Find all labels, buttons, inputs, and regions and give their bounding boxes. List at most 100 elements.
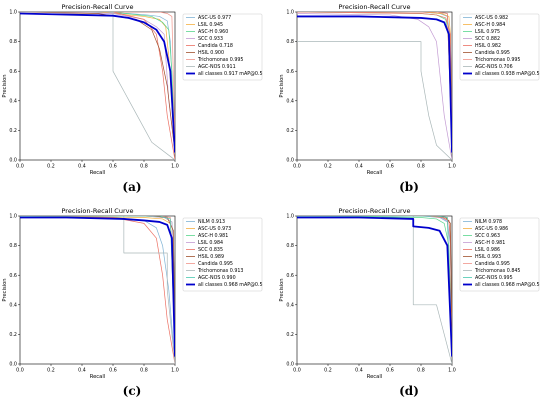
pr-curve-6 bbox=[20, 216, 175, 350]
figure-c: Precision-Recall Curve 0.0 0.2 0.4 0.6 0.8 1.0… bbox=[0, 204, 273, 384]
caption-a: (a) bbox=[122, 180, 142, 194]
pr-curve-0 bbox=[20, 12, 175, 153]
legend-entry: LSIL 0.975 bbox=[475, 29, 500, 35]
x-tick-label: 1.0 bbox=[448, 164, 456, 170]
pr-curve-8 bbox=[297, 216, 452, 350]
plot-frame bbox=[296, 215, 453, 365]
legend-entry: ASC-US 0.977 bbox=[198, 15, 231, 21]
pr-curve-2 bbox=[297, 216, 452, 357]
x-tick-label: 0.4 bbox=[355, 368, 363, 374]
pr-curve-5 bbox=[20, 216, 175, 357]
legend-entry: LSIL 0.945 bbox=[198, 22, 223, 28]
pr-chart: Precision-Recall Curve 0.0 0.2 0.4 0.6 0.8 1.0… bbox=[2, 3, 263, 176]
legend-entry: LSIL 0.986 bbox=[475, 247, 500, 253]
pr-chart: Precision-Recall Curve 0.0 0.2 0.4 0.6 0.8 1.0… bbox=[2, 207, 263, 380]
legend-entry: all classes 0.917 mAP@0.5 bbox=[198, 71, 263, 77]
y-tick-label: 0.6 bbox=[9, 273, 17, 279]
legend-entry: AGC-NOS 0.995 bbox=[475, 275, 513, 281]
caption-b: (b) bbox=[399, 180, 419, 194]
x-tick-label: 0.8 bbox=[417, 368, 425, 374]
y-tick-label: 1.0 bbox=[9, 10, 17, 16]
legend-entry: ASC-US 0.982 bbox=[475, 15, 508, 21]
legend-entry: all classes 0.968 mAP@0.5 bbox=[475, 282, 540, 288]
pr-curve-9 bbox=[297, 216, 452, 357]
pr-curve-7 bbox=[20, 12, 175, 160]
y-axis-label: Precision bbox=[279, 74, 285, 97]
pr-chart: Precision-Recall Curve 0.0 0.2 0.4 0.6 0.8 1.0… bbox=[279, 3, 540, 176]
y-tick-label: 0.0 bbox=[286, 158, 294, 164]
chart-title: Precision-Recall Curve bbox=[339, 207, 411, 215]
pr-curve-9 bbox=[20, 216, 175, 357]
pr-curve-6 bbox=[297, 12, 452, 146]
legend-entry: HSIL 0.989 bbox=[198, 254, 224, 260]
legend-entry: Trichomonas 0.845 bbox=[474, 268, 521, 274]
y-tick-label: 1.0 bbox=[9, 214, 17, 220]
x-tick-label: 0.6 bbox=[109, 368, 117, 374]
x-tick-label: 0.6 bbox=[109, 164, 117, 170]
y-tick-label: 0.8 bbox=[9, 243, 17, 249]
pr-curve-0 bbox=[297, 12, 452, 153]
pr-curve-0 bbox=[20, 216, 175, 364]
y-tick-label: 0.2 bbox=[286, 332, 294, 338]
pr-curve-3 bbox=[20, 216, 175, 357]
caption-c: (c) bbox=[122, 384, 142, 398]
legend bbox=[182, 217, 263, 292]
plot-frame bbox=[19, 215, 176, 365]
pr-curve-6 bbox=[20, 12, 175, 146]
legend-entry: SCC 0.963 bbox=[475, 233, 500, 239]
legend-entry: Candida 0.995 bbox=[475, 261, 510, 267]
legend-entry: ASC-US 0.973 bbox=[198, 226, 231, 232]
legend-entry: AGC-NOS 0.706 bbox=[475, 64, 513, 70]
legend-entry: SCC 0.835 bbox=[198, 247, 223, 253]
legend-entry: ASC-US 0.986 bbox=[475, 226, 508, 232]
x-tick-label: 0.6 bbox=[386, 368, 394, 374]
legend-entry: HSIL 0.982 bbox=[475, 43, 501, 49]
pr-curve-4 bbox=[297, 12, 452, 153]
pr-curve-5 bbox=[297, 12, 452, 146]
legend-entry: Trichomonas 0.995 bbox=[474, 57, 521, 63]
x-tick-label: 0.4 bbox=[78, 164, 86, 170]
pr-curve-5 bbox=[297, 216, 452, 357]
x-tick-label: 0.6 bbox=[386, 164, 394, 170]
y-tick-label: 1.0 bbox=[286, 10, 294, 16]
pr-curve-1 bbox=[297, 216, 452, 357]
legend-entry: Candida 0.718 bbox=[198, 43, 233, 49]
chart-title: Precision-Recall Curve bbox=[62, 207, 134, 215]
y-axis-label: Precision bbox=[2, 74, 8, 97]
pr-curve-1 bbox=[20, 12, 175, 153]
legend-entry: NILM 0.913 bbox=[198, 219, 225, 225]
y-tick-label: 0.4 bbox=[9, 302, 17, 308]
legend-entry: ASC-H 0.984 bbox=[475, 22, 505, 28]
y-axis-label: Precision bbox=[2, 278, 8, 301]
y-tick-label: 0.0 bbox=[286, 362, 294, 368]
x-tick-label: 0.8 bbox=[417, 164, 425, 170]
y-tick-label: 0.6 bbox=[286, 273, 294, 279]
x-tick-label: 0.0 bbox=[16, 368, 24, 374]
pr-curve-3 bbox=[297, 13, 452, 160]
pr-chart: Precision-Recall Curve 0.0 0.2 0.4 0.6 0.8 1.0… bbox=[279, 207, 540, 380]
legend-entry: AGC-NOS 0.911 bbox=[198, 64, 236, 70]
y-tick-label: 0.4 bbox=[286, 302, 294, 308]
pr-curve-0 bbox=[297, 216, 452, 357]
plot-frame bbox=[296, 11, 453, 161]
y-tick-label: 0.0 bbox=[9, 362, 17, 368]
x-axis-label: Recall bbox=[367, 374, 382, 380]
x-tick-label: 0.4 bbox=[355, 164, 363, 170]
legend-entry: ASC-H 0.981 bbox=[475, 240, 505, 246]
x-tick-label: 0.2 bbox=[324, 164, 332, 170]
y-tick-label: 0.0 bbox=[9, 158, 17, 164]
x-tick-label: 0.2 bbox=[324, 368, 332, 374]
pr-curve-8 bbox=[20, 12, 175, 153]
legend-entry: all classes 0.968 mAP@0.5 bbox=[198, 282, 263, 288]
figure-a: Precision-Recall Curve 0.0 0.2 0.4 0.6 0.8 1.0… bbox=[0, 0, 273, 180]
pr-curve-4 bbox=[20, 216, 175, 364]
x-tick-label: 0.0 bbox=[16, 164, 24, 170]
x-tick-label: 1.0 bbox=[171, 368, 179, 374]
legend-entry: HSIL 0.900 bbox=[198, 50, 224, 56]
legend-entry: ASC-H 0.960 bbox=[198, 29, 228, 35]
y-tick-label: 1.0 bbox=[286, 214, 294, 220]
x-tick-label: 0.2 bbox=[47, 368, 55, 374]
legend-entry: SCC 0.882 bbox=[475, 36, 500, 42]
pr-curve-4 bbox=[297, 216, 452, 357]
pr-curve-7 bbox=[297, 41, 452, 160]
